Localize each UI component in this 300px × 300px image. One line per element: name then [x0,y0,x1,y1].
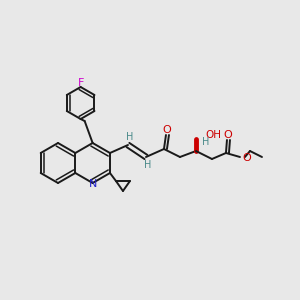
Text: O: O [224,130,232,140]
Text: F: F [77,78,84,88]
Text: H: H [126,132,134,142]
Text: O: O [163,125,171,135]
Text: OH: OH [205,130,221,140]
Text: N: N [88,179,97,189]
Text: H: H [144,160,152,170]
Text: H: H [202,137,210,147]
Text: O: O [242,153,251,163]
